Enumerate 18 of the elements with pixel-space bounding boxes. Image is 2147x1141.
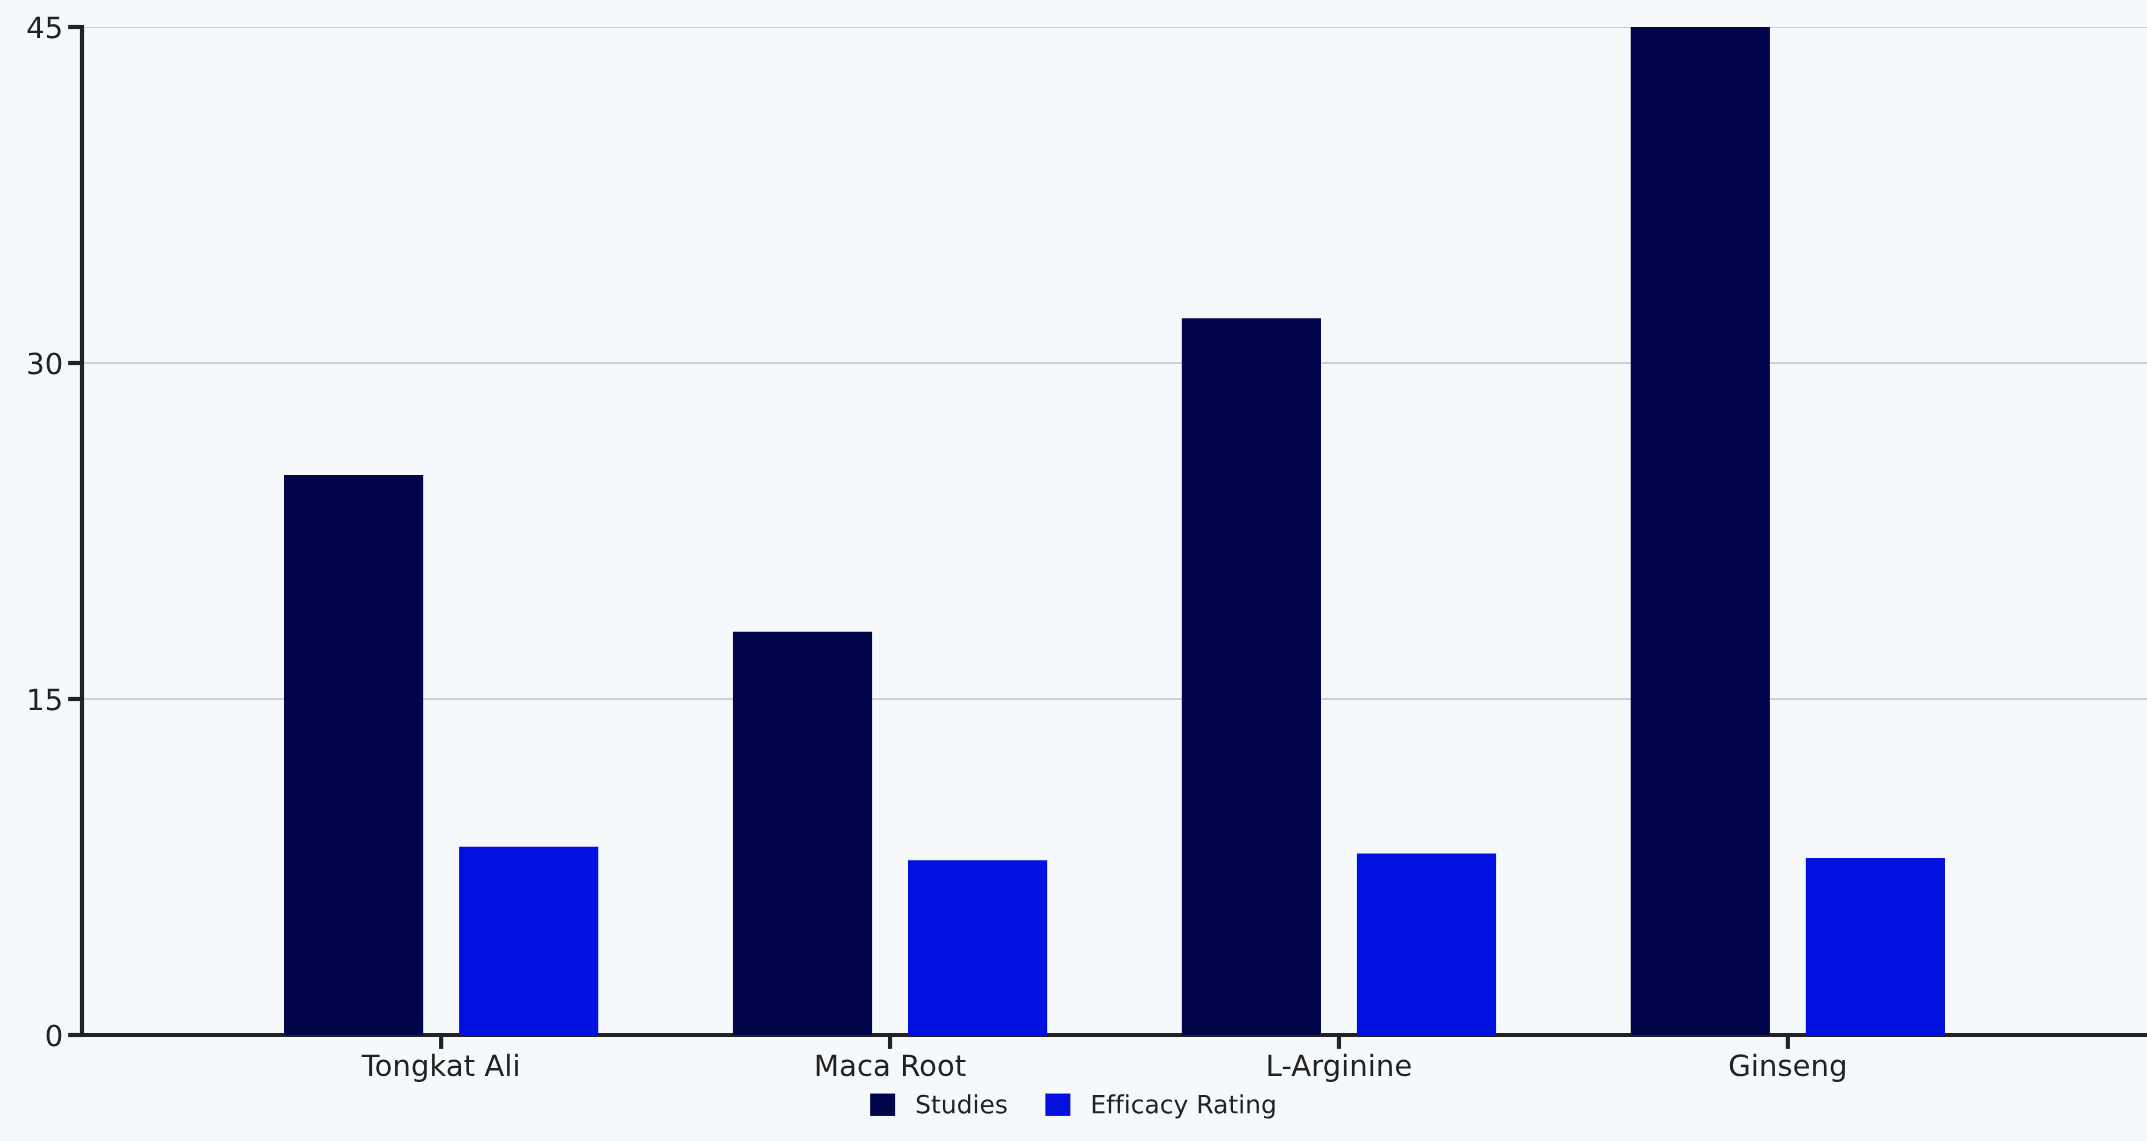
bar (1805, 858, 1945, 1035)
bar (1356, 853, 1497, 1035)
y-tick-label: 15 (29, 688, 61, 711)
bar (732, 631, 873, 1035)
bar (459, 846, 599, 1035)
y-tick-label: 45 (27, 16, 61, 39)
x-tick-label: L-Arginine (1268, 1053, 1411, 1082)
bar (1630, 27, 1770, 1035)
x-tick-label: Tongkat Ali (361, 1053, 518, 1082)
bar (284, 475, 424, 1035)
legend-label: Efficacy Rating (1092, 1094, 1275, 1119)
x-tick-label: Maca Root (816, 1054, 966, 1077)
bar (908, 860, 1048, 1035)
x-tick-label: Ginseng (1729, 1053, 1845, 1082)
y-tick-label: 30 (28, 352, 62, 375)
legend-label: Studies (916, 1094, 1007, 1114)
y-tick-label: 0 (46, 1024, 62, 1047)
bar (1181, 318, 1321, 1035)
